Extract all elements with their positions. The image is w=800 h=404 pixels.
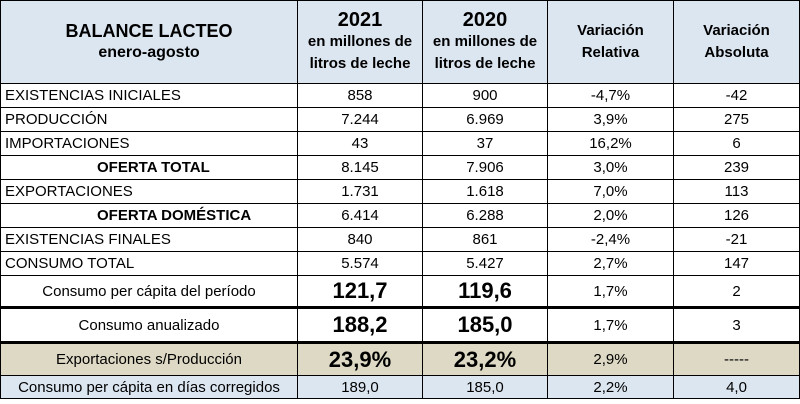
- row-label: EXPORTACIONES: [0, 179, 298, 204]
- cell: 275: [673, 107, 800, 132]
- table-row: OFERTA TOTAL 8.145 7.906 3,0% 239: [0, 155, 800, 180]
- cell: 188,2: [297, 307, 423, 344]
- row-label: Consumo per cápita en días corregidos: [0, 375, 298, 399]
- cell: 840: [297, 227, 423, 252]
- cell: 189,0: [297, 375, 423, 399]
- cell: 3,9%: [547, 107, 674, 132]
- cell: 113: [673, 179, 800, 204]
- cell: 7.906: [422, 155, 548, 180]
- subtitle: enero-agosto: [98, 44, 200, 61]
- cell: 858: [297, 83, 423, 108]
- table-row: CONSUMO TOTAL 5.574 5.427 2,7% 147: [0, 251, 800, 276]
- header-text: Variación: [703, 22, 770, 39]
- cell: 1,7%: [547, 275, 674, 309]
- row-label: PRODUCCIÓN: [0, 107, 298, 132]
- cell: 900: [422, 83, 548, 108]
- row-label: Consumo anualizado: [0, 307, 298, 344]
- header-cell: Variación Absoluta: [673, 0, 800, 84]
- title: BALANCE LACTEO: [65, 21, 233, 41]
- cell: 23,9%: [297, 342, 423, 376]
- row-label: IMPORTACIONES: [0, 131, 298, 156]
- table-row: OFERTA DOMÉSTICA 6.414 6.288 2,0% 126: [0, 203, 800, 228]
- header-text: Absoluta: [704, 44, 769, 61]
- cell: 2,0%: [547, 203, 674, 228]
- row-label: Exportaciones s/Producción: [0, 342, 298, 376]
- cell: -21: [673, 227, 800, 252]
- row-label: CONSUMO TOTAL: [0, 251, 298, 276]
- cell: 2,7%: [547, 251, 674, 276]
- year: 2020: [462, 9, 508, 31]
- cell: 147: [673, 251, 800, 276]
- table-row: IMPORTACIONES 43 37 16,2% 6: [0, 131, 800, 156]
- unit: en millones de: [432, 33, 538, 50]
- cell: 43: [297, 131, 423, 156]
- row-label: EXISTENCIAS FINALES: [0, 227, 298, 252]
- cell: 4,0: [673, 375, 800, 399]
- cell: 6: [673, 131, 800, 156]
- cell: 37: [422, 131, 548, 156]
- cell: 23,2%: [422, 342, 548, 376]
- table-body: EXISTENCIAS INICIALES 858 900 -4,7% -42 PRODU…: [0, 83, 800, 399]
- cell: 861: [422, 227, 548, 252]
- table-row: EXPORTACIONES 1.731 1.618 7,0% 113: [0, 179, 800, 204]
- unit: en millones de: [307, 33, 413, 50]
- cell: 121,7: [297, 275, 423, 309]
- year: 2021: [337, 9, 383, 31]
- cell: -----: [673, 342, 800, 376]
- cell: -42: [673, 83, 800, 108]
- cell: -4,7%: [547, 83, 674, 108]
- cell: 239: [673, 155, 800, 180]
- cell: 126: [673, 203, 800, 228]
- header-cell: 2020 en millones de litros de leche: [422, 0, 548, 84]
- header-cell: 2021 en millones de litros de leche: [297, 0, 423, 84]
- header-text: Relativa: [581, 44, 640, 61]
- cell: 1.618: [422, 179, 548, 204]
- cell: 185,0: [422, 375, 548, 399]
- cell: 185,0: [422, 307, 548, 344]
- header-cell: BALANCE LACTEO enero-agosto: [0, 0, 298, 84]
- header-cell: Variación Relativa: [547, 0, 674, 84]
- unit: litros de leche: [309, 55, 411, 72]
- row-label: EXISTENCIAS INICIALES: [0, 83, 298, 108]
- cell: 1.731: [297, 179, 423, 204]
- table-row: Consumo anualizado 188,2 185,0 1,7% 3: [0, 307, 800, 344]
- header-text: Variación: [577, 22, 644, 39]
- cell: 119,6: [422, 275, 548, 309]
- cell: 1,7%: [547, 307, 674, 344]
- cell: 6.288: [422, 203, 548, 228]
- cell: 8.145: [297, 155, 423, 180]
- row-label: OFERTA DOMÉSTICA: [0, 203, 298, 228]
- cell: 2,9%: [547, 342, 674, 376]
- cell: 2,2%: [547, 375, 674, 399]
- cell: 3,0%: [547, 155, 674, 180]
- table-row: EXISTENCIAS INICIALES 858 900 -4,7% -42: [0, 83, 800, 108]
- cell: 6.414: [297, 203, 423, 228]
- row-label: Consumo per cápita del período: [0, 275, 298, 309]
- cell: -2,4%: [547, 227, 674, 252]
- row-label: OFERTA TOTAL: [0, 155, 298, 180]
- unit: litros de leche: [434, 55, 536, 72]
- cell: 5.427: [422, 251, 548, 276]
- cell: 7,0%: [547, 179, 674, 204]
- table-row: EXISTENCIAS FINALES 840 861 -2,4% -21: [0, 227, 800, 252]
- cell: 6.969: [422, 107, 548, 132]
- header-row: BALANCE LACTEO enero-agosto 2021 en millon…: [0, 0, 800, 84]
- table-row: Exportaciones s/Producción 23,9% 23,2% 2,9%…: [0, 342, 800, 376]
- table-row: Consumo per cápita del período 121,7 119,6…: [0, 275, 800, 309]
- table-row: PRODUCCIÓN 7.244 6.969 3,9% 275: [0, 107, 800, 132]
- cell: 2: [673, 275, 800, 309]
- cell: 5.574: [297, 251, 423, 276]
- cell: 7.244: [297, 107, 423, 132]
- cell: 16,2%: [547, 131, 674, 156]
- table-row: Consumo per cápita en días corregidos 189…: [0, 375, 800, 399]
- cell: 3: [673, 307, 800, 344]
